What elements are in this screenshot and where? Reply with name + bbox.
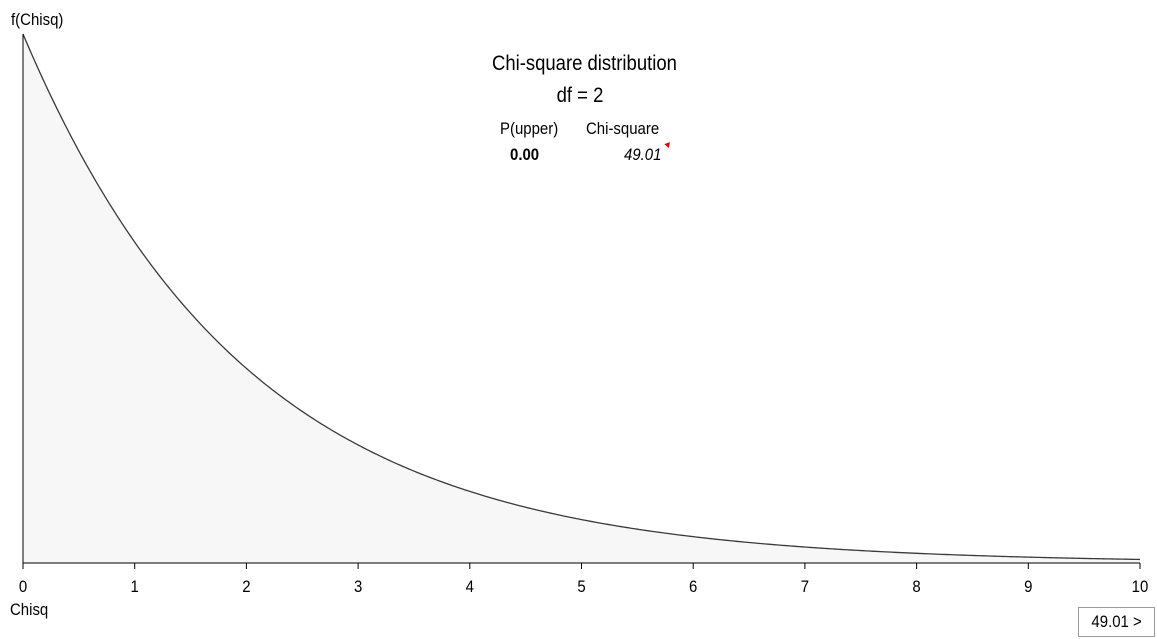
x-tick-label-6: 6	[689, 578, 697, 596]
x-tick-label-2: 2	[242, 578, 250, 596]
x-tick-label-10: 10	[1132, 578, 1149, 596]
critical-value-button[interactable]: 49.01 >	[1078, 607, 1155, 637]
x-tick-label-5: 5	[577, 578, 585, 596]
x-tick-label-8: 8	[912, 578, 920, 596]
x-axis-label: Chisq	[10, 600, 49, 619]
x-tick-label-7: 7	[801, 578, 809, 596]
density-area	[23, 34, 1140, 563]
chart-title: Chi-square distribution	[492, 52, 677, 75]
p-upper-value: 0.00	[510, 145, 540, 164]
critical-value-button-label: 49.01 >	[1091, 612, 1142, 631]
x-tick-label-9: 9	[1024, 578, 1032, 596]
x-tick-label-3: 3	[354, 578, 362, 596]
x-tick-label-4: 4	[466, 578, 474, 596]
density-curve	[22, 33, 1141, 561]
x-axis-ticks: 0 1 2 3 4 5 6 7 8 9 10	[19, 563, 1149, 596]
p-upper-header: P(upper)	[500, 119, 559, 138]
x-tick-label-1: 1	[131, 578, 139, 596]
chi-square-value[interactable]: 49.01	[624, 145, 662, 164]
y-axis-label: f(Chisq)	[11, 10, 64, 29]
x-tick-label-0: 0	[19, 578, 27, 596]
chart-subtitle: df = 2	[556, 84, 604, 107]
chi-square-header: Chi-square	[586, 119, 660, 138]
